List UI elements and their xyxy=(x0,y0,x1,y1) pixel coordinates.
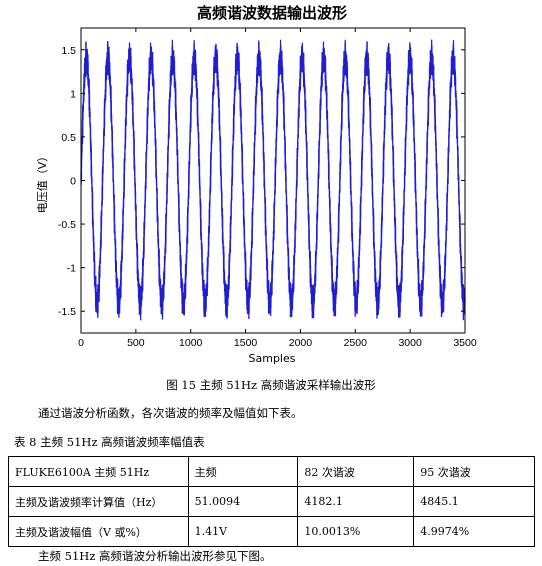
x-tick-label: 500 xyxy=(127,337,145,349)
x-tick-label: 1500 xyxy=(234,337,258,349)
x-tick-label: 2000 xyxy=(289,337,313,349)
y-axis: 1.5 1 0.5 0 -0.5 -1 -1.5 xyxy=(58,45,465,318)
table-row: 主频及谐波幅值（V 或%） 1.41V 10.0013% 4.9974% xyxy=(8,516,535,547)
x-tick-label: 3000 xyxy=(398,337,422,349)
y-tick-label: 1 xyxy=(70,88,76,100)
x-tick-label: 2500 xyxy=(344,337,368,349)
table-cell: 4.9974% xyxy=(413,516,535,547)
table-cell: 主频及谐波幅值（V 或%） xyxy=(8,516,189,547)
waveform-chart: 高频谐波数据输出波形 0 500 1000 1500 2000 2500 3000 3500 … xyxy=(36,4,477,365)
y-tick-label: 1.5 xyxy=(61,45,76,57)
harmonic-table: FLUKE6100A 主频 51Hz 主频 82 次谐波 95 次谐波 主频及谐… xyxy=(8,456,535,547)
y-tick-label: -1 xyxy=(67,263,76,275)
table-cell: 4182.1 xyxy=(297,486,415,517)
y-axis-label: 电压值（V） xyxy=(36,151,49,214)
table-row: 主频及谐波频率计算值（Hz） 51.0094 4182.1 4845.1 xyxy=(8,486,535,517)
chart-title: 高频谐波数据输出波形 xyxy=(197,4,347,22)
body-paragraph: 通过谐波分析函数，各次谐波的频率及幅值如下表。 xyxy=(38,406,303,420)
table-cell: 主频及谐波频率计算值（Hz） xyxy=(8,486,189,517)
footer-paragraph: 主频 51Hz 高频谐波分析输出波形参见下图。 xyxy=(38,549,272,563)
table-cell: 4845.1 xyxy=(413,486,535,517)
table-cell: 51.0094 xyxy=(187,486,299,517)
y-tick-label: 0.5 xyxy=(61,132,76,144)
table-cell: 95 次谐波 xyxy=(413,456,535,487)
figure-caption: 图 15 主频 51Hz 高频谐波采样输出波形 xyxy=(166,378,376,392)
table-row: FLUKE6100A 主频 51Hz 主频 82 次谐波 95 次谐波 xyxy=(8,456,535,487)
table-cell: 1.41V xyxy=(187,516,299,547)
x-tick-label: 0 xyxy=(78,337,84,349)
y-tick-label: 0 xyxy=(70,176,76,188)
table-cell: 主频 xyxy=(187,456,299,487)
x-axis-label: Samples xyxy=(249,352,296,365)
y-tick-label: -1.5 xyxy=(58,306,76,318)
x-tick-label: 3500 xyxy=(453,337,477,349)
table-cell: FLUKE6100A 主频 51Hz xyxy=(8,456,189,487)
table-title: 表 8 主频 51Hz 高频谐波频率幅值表 xyxy=(14,435,205,449)
waveform-series-line xyxy=(80,39,466,321)
table-cell: 10.0013% xyxy=(297,516,415,547)
x-tick-label: 1000 xyxy=(179,337,203,349)
y-tick-label: -0.5 xyxy=(58,219,76,231)
table-cell: 82 次谐波 xyxy=(297,456,415,487)
x-axis: 0 500 1000 1500 2000 2500 3000 3500 xyxy=(78,28,477,349)
